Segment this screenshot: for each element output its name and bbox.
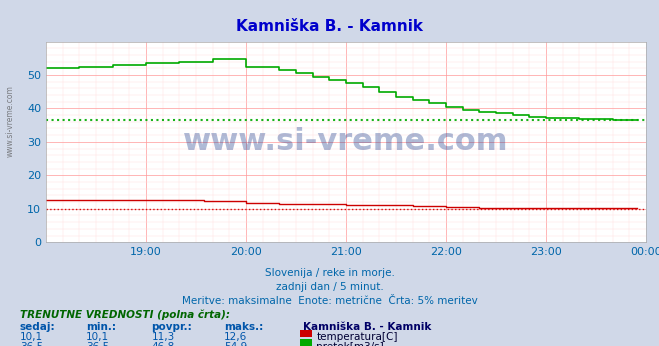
Text: 10,1: 10,1	[86, 332, 109, 342]
Text: povpr.:: povpr.:	[152, 322, 192, 332]
Text: sedaj:: sedaj:	[20, 322, 55, 332]
Text: temperatura[C]: temperatura[C]	[316, 332, 398, 342]
Text: www.si-vreme.com: www.si-vreme.com	[183, 127, 509, 156]
Text: min.:: min.:	[86, 322, 116, 332]
Text: TRENUTNE VREDNOSTI (polna črta):: TRENUTNE VREDNOSTI (polna črta):	[20, 310, 230, 320]
Text: 36,5: 36,5	[20, 342, 43, 346]
Text: pretok[m3/s]: pretok[m3/s]	[316, 342, 384, 346]
Text: 36,5: 36,5	[86, 342, 109, 346]
Text: 11,3: 11,3	[152, 332, 175, 342]
Text: 12,6: 12,6	[224, 332, 247, 342]
Text: maks.:: maks.:	[224, 322, 264, 332]
Text: 54,9: 54,9	[224, 342, 247, 346]
Text: Kamniška B. - Kamnik: Kamniška B. - Kamnik	[236, 19, 423, 34]
Text: www.si-vreme.com: www.si-vreme.com	[5, 85, 14, 157]
Text: Slovenija / reke in morje.: Slovenija / reke in morje.	[264, 268, 395, 278]
Text: Kamniška B. - Kamnik: Kamniška B. - Kamnik	[303, 322, 432, 332]
Text: 46,8: 46,8	[152, 342, 175, 346]
Text: 10,1: 10,1	[20, 332, 43, 342]
Text: zadnji dan / 5 minut.: zadnji dan / 5 minut.	[275, 282, 384, 292]
Text: Meritve: maksimalne  Enote: metrične  Črta: 5% meritev: Meritve: maksimalne Enote: metrične Črta…	[182, 296, 477, 306]
